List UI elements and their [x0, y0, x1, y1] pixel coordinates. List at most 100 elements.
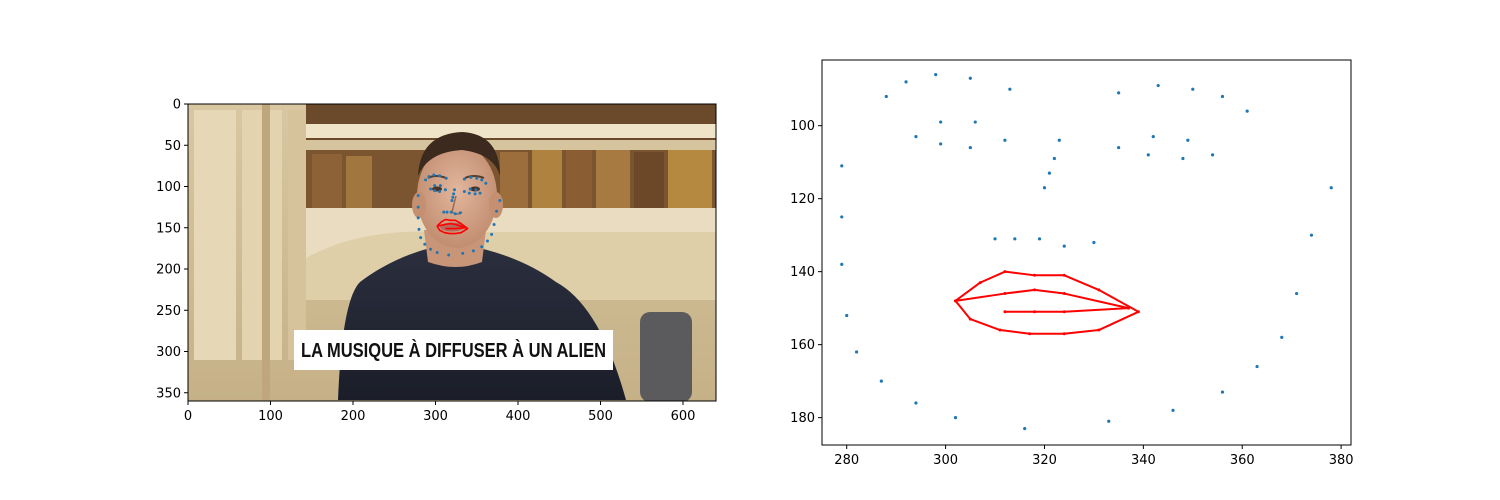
face-landmark-point	[1255, 364, 1259, 369]
photo-panel: LA MUSIQUE À DIFFUSER À UN ALIEN 0 100 200…	[156, 98, 717, 424]
face-landmark-point	[904, 80, 908, 84]
face-overlay-point	[433, 184, 437, 188]
face-overlay-point	[495, 209, 499, 213]
lip-point	[1097, 288, 1101, 292]
face-landmark-point	[1047, 171, 1052, 175]
right-y-tick-label: 120	[790, 192, 815, 207]
face-overlay-point	[453, 212, 457, 216]
face-landmark-point	[845, 313, 849, 318]
face-landmark-point	[934, 72, 938, 77]
left-axes-frame	[187, 103, 717, 402]
face-overlay-point	[429, 187, 433, 191]
face-landmark-point	[1156, 83, 1160, 88]
face-overlay-point	[438, 184, 442, 188]
caption-text: LA MUSIQUE À DIFFUSER À UN ALIEN	[301, 339, 606, 362]
face-landmark-point	[1117, 145, 1121, 150]
face-overlay-point	[438, 174, 442, 178]
landmark-plot-panel: 280 300 320 340 360 380 100 120 140 160 180	[790, 59, 1354, 468]
face-landmark-point	[1092, 240, 1096, 245]
lip-point	[1062, 273, 1066, 277]
face-overlay-point	[416, 205, 420, 209]
face-landmark-point	[1008, 87, 1012, 91]
left-y-tick-label: 50	[164, 139, 181, 154]
face-overlay-point	[468, 187, 472, 191]
face-overlay-point	[427, 175, 431, 179]
face-overlay-point	[432, 173, 436, 177]
face-landmark-point	[953, 416, 958, 420]
face-overlay-point	[447, 253, 451, 257]
face-landmark-point	[1037, 237, 1042, 241]
face-overlay-point	[416, 194, 420, 198]
face-overlay-point	[429, 247, 433, 251]
face-overlay-point	[445, 210, 449, 214]
face-overlay-point	[462, 189, 466, 193]
right-x-tick-label: 380	[1329, 453, 1354, 468]
lip-point	[998, 328, 1002, 332]
face-landmark-point	[1146, 153, 1150, 157]
face-landmark-point	[914, 135, 918, 139]
face-overlay-point	[480, 245, 484, 249]
left-y-tick-label: 350	[156, 386, 181, 401]
face-overlay-point	[498, 199, 502, 203]
face-landmark-point	[968, 145, 972, 150]
left-x-tick-label: 400	[506, 409, 531, 424]
face-overlay-point	[471, 249, 475, 253]
face-landmark-point	[1107, 419, 1111, 423]
face-landmark-point	[1023, 426, 1027, 431]
face-landmark-point	[1186, 138, 1190, 142]
left-y-tick-label: 200	[156, 263, 181, 278]
lip-point	[1003, 270, 1007, 274]
face-landmark-point	[1052, 156, 1056, 161]
face-overlay-point	[433, 189, 437, 193]
lip-point	[1127, 306, 1131, 310]
face-landmark-point	[993, 237, 997, 241]
left-x-tick-label: 500	[588, 409, 613, 424]
lip-point	[1003, 292, 1007, 296]
face-overlay-point	[450, 199, 454, 203]
left-landmark-overlay	[416, 173, 502, 257]
face-overlay-point	[452, 188, 456, 192]
face-overlay-point	[451, 195, 455, 199]
lip-point	[1097, 328, 1101, 332]
face-overlay-point	[467, 191, 471, 195]
face-overlay-point	[478, 191, 482, 195]
face-overlay-point	[449, 210, 453, 214]
face-overlay-point	[475, 176, 479, 180]
lip-point	[968, 317, 972, 321]
left-y-tick-label: 300	[156, 345, 181, 360]
face-landmark-point	[879, 379, 883, 383]
face-landmark-point	[1181, 156, 1185, 161]
lip-point	[1028, 332, 1032, 336]
face-overlay-point	[484, 181, 488, 185]
face-overlay-point	[444, 176, 448, 180]
right-x-tick-label: 320	[1032, 453, 1057, 468]
lip-outline-line	[954, 270, 1140, 335]
face-landmark-point	[1280, 335, 1284, 339]
face-landmark-point	[973, 120, 977, 124]
face-overlay-point	[416, 216, 420, 220]
face-overlay-point	[442, 210, 446, 214]
lip-point	[1062, 332, 1066, 336]
lip-overlay-line	[436, 218, 469, 235]
face-overlay-point	[474, 188, 478, 192]
face-overlay-point	[417, 227, 421, 231]
face-landmark-point	[939, 142, 943, 146]
face-overlay-point	[452, 192, 456, 196]
face-overlay-point	[443, 188, 447, 192]
face-overlay-point	[435, 251, 439, 254]
background-photo: LA MUSIQUE À DIFFUSER À UN ALIEN	[188, 104, 716, 401]
right-x-tick-label: 300	[933, 453, 958, 468]
face-landmark-point	[1171, 408, 1175, 412]
right-x-tick-label: 360	[1230, 453, 1255, 468]
face-landmark-point	[1191, 87, 1195, 91]
face-landmark-point	[840, 262, 844, 266]
right-axes: 280 300 320 340 360 380 100 120 140 160 180	[790, 119, 1353, 468]
right-y-tick-label: 100	[790, 119, 815, 134]
face-overlay-point	[438, 189, 442, 193]
lip-point	[978, 281, 982, 285]
lip-point	[1136, 310, 1140, 314]
left-x-tick-label: 300	[423, 409, 448, 424]
face-overlay-point	[419, 236, 423, 240]
face-overlay-point	[462, 177, 466, 181]
